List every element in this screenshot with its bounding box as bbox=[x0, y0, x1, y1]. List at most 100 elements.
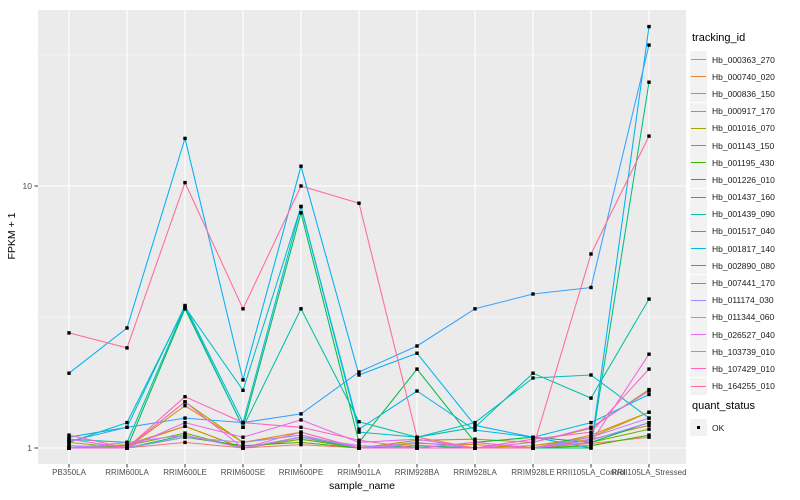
data-point bbox=[125, 346, 129, 350]
legend-key-box bbox=[690, 102, 707, 120]
x-tick-label: RRIM600LA bbox=[105, 468, 149, 477]
data-point bbox=[299, 184, 303, 188]
data-point bbox=[357, 420, 361, 424]
x-tick-label: RRIM600PE bbox=[279, 468, 323, 477]
legend-item-label: Hb_000836_150 bbox=[712, 88, 775, 99]
legend-item-Hb_103739_010: Hb_103739_010 bbox=[690, 343, 775, 361]
data-point bbox=[183, 440, 187, 445]
series-color-line-icon bbox=[691, 299, 706, 301]
data-point bbox=[531, 444, 535, 448]
legend-item-Hb_011344_060: Hb_011344_060 bbox=[690, 308, 775, 326]
legend-key-box bbox=[690, 274, 707, 292]
legend-item-Hb_000363_270: Hb_000363_270 bbox=[690, 51, 775, 69]
data-point bbox=[67, 371, 71, 375]
data-point bbox=[589, 433, 593, 437]
data-point bbox=[241, 435, 245, 439]
x-tick-label: RRII105LA_Stressed bbox=[611, 468, 686, 477]
data-point bbox=[647, 352, 651, 356]
series-color-line-icon bbox=[691, 248, 706, 250]
x-tick-label: RRIM600SE bbox=[221, 468, 265, 477]
data-point bbox=[589, 373, 593, 377]
data-point bbox=[357, 427, 361, 431]
legend-item-Hb_001143_150: Hb_001143_150 bbox=[690, 137, 775, 155]
legend-item-label: Hb_001439_090 bbox=[712, 209, 775, 220]
legend-item-Hb_001439_090: Hb_001439_090 bbox=[690, 205, 775, 223]
data-point bbox=[589, 420, 593, 425]
legend-title-quant-status: quant_status bbox=[692, 400, 755, 412]
y-tick-label: 1 bbox=[27, 443, 32, 453]
data-point bbox=[241, 425, 245, 429]
data-point bbox=[647, 420, 651, 425]
data-point bbox=[183, 136, 187, 141]
legend-item-label: Hb_011174_030 bbox=[712, 295, 774, 306]
series-color-line-icon bbox=[691, 196, 706, 198]
data-point bbox=[183, 416, 187, 420]
legend-key-box bbox=[690, 240, 707, 258]
legend-item-label: Hb_001195_430 bbox=[712, 157, 775, 168]
data-point bbox=[241, 446, 245, 450]
data-point bbox=[125, 440, 129, 445]
data-point bbox=[357, 430, 361, 434]
legend-item-label: Hb_011344_060 bbox=[712, 312, 775, 323]
data-point bbox=[67, 435, 71, 439]
data-point bbox=[67, 444, 71, 448]
legend-key-box bbox=[690, 326, 707, 344]
data-point bbox=[183, 424, 187, 428]
data-point bbox=[647, 410, 651, 414]
data-point bbox=[67, 439, 71, 444]
legend-item-Hb_026527_040: Hb_026527_040 bbox=[690, 326, 775, 344]
legend-item-Hb_007441_170: Hb_007441_170 bbox=[690, 274, 775, 292]
legend-key-box bbox=[690, 377, 707, 395]
data-point bbox=[415, 444, 419, 448]
data-point bbox=[647, 24, 651, 29]
legend-item-label: Hb_000363_270 bbox=[712, 54, 775, 65]
data-point bbox=[299, 412, 303, 416]
x-tick-label: RRIM928BA bbox=[395, 468, 440, 477]
legend-key-box bbox=[690, 419, 707, 437]
data-point bbox=[299, 433, 303, 437]
data-point bbox=[183, 433, 187, 437]
legend-item-Hb_001817_140: Hb_001817_140 bbox=[690, 240, 775, 258]
legend-item-label: Hb_026527_040 bbox=[712, 329, 775, 340]
data-point bbox=[299, 211, 303, 215]
data-point bbox=[473, 420, 477, 425]
legend-item-Hb_001016_070: Hb_001016_070 bbox=[690, 119, 775, 137]
y-tick-label: 10 bbox=[23, 181, 33, 191]
data-point bbox=[473, 307, 477, 311]
series-color-line-icon bbox=[691, 265, 706, 267]
series-color-line-icon bbox=[691, 162, 706, 164]
data-point bbox=[357, 370, 361, 374]
data-point bbox=[299, 430, 303, 434]
series-color-line-icon bbox=[691, 179, 706, 181]
series-color-line-icon bbox=[691, 110, 706, 112]
data-point bbox=[589, 444, 593, 448]
data-point bbox=[647, 80, 651, 84]
data-point bbox=[299, 435, 303, 439]
series-color-line-icon bbox=[691, 334, 706, 336]
data-point bbox=[589, 438, 593, 442]
data-point bbox=[647, 297, 651, 301]
legend-key-box bbox=[690, 188, 707, 206]
data-point bbox=[531, 440, 535, 445]
data-point bbox=[589, 396, 593, 400]
data-point bbox=[125, 326, 129, 330]
legend-key-box bbox=[690, 85, 707, 103]
data-point bbox=[647, 392, 651, 397]
data-point bbox=[589, 285, 593, 290]
series-color-line-icon bbox=[691, 145, 706, 147]
data-point bbox=[415, 367, 419, 371]
legend-key-box bbox=[690, 205, 707, 223]
data-point bbox=[647, 427, 651, 431]
data-point bbox=[67, 331, 71, 335]
series-color-line-icon bbox=[691, 93, 706, 95]
legend-item-Hb_001437_160: Hb_001437_160 bbox=[690, 188, 775, 206]
legend-key-box bbox=[690, 291, 707, 309]
data-point bbox=[241, 388, 245, 392]
data-point bbox=[183, 395, 187, 399]
legend-item-Hb_001517_040: Hb_001517_040 bbox=[690, 222, 775, 240]
data-point bbox=[299, 307, 303, 311]
legend-key-box bbox=[690, 222, 707, 240]
data-point bbox=[531, 292, 535, 296]
legend-item-Hb_001195_430: Hb_001195_430 bbox=[690, 154, 775, 172]
